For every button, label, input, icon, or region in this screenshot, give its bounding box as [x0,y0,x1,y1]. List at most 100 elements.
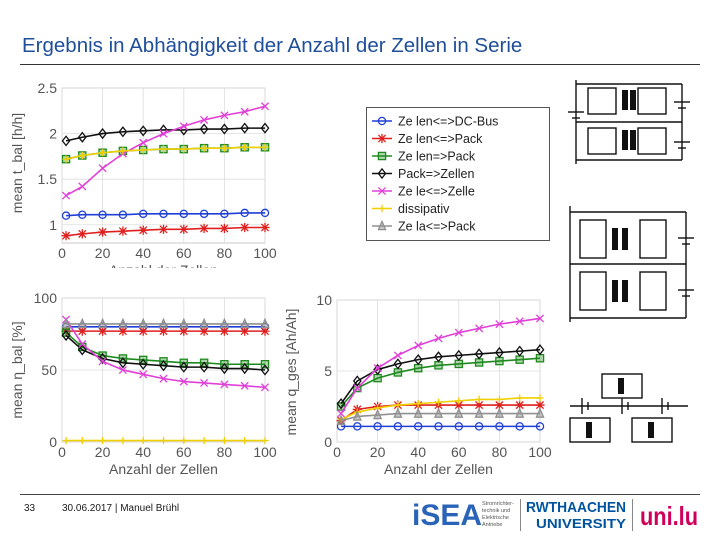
series-1 [61,326,270,336]
data-point [474,407,484,418]
data-point [138,225,148,235]
data-point [78,210,87,219]
data-point [220,111,229,120]
data-point [199,123,209,135]
data-point [78,340,87,349]
data-point [61,211,71,220]
data-point [535,422,545,431]
data-point [515,345,525,357]
data-point [220,436,228,445]
x-tick-label: 0 [58,245,66,261]
data-point [199,317,209,329]
x-tick-label: 40 [410,444,426,460]
data-point [494,346,504,359]
data-point [495,395,503,403]
legend-marker [377,116,387,126]
data-point [118,126,128,138]
data-point [219,326,229,336]
data-point [240,326,250,336]
circuit-diagram-bottom [569,373,688,443]
logo-separator-2 [632,499,633,531]
legend-label: Ze len<=>Pack [398,132,483,146]
data-point [179,122,188,131]
y-tick-label: 10 [316,292,332,308]
data-point [454,328,463,337]
isea-sub-1: Stromrichter- [482,501,514,507]
slide-number: 33 [24,503,36,514]
data-point [138,358,148,370]
data-point [159,124,168,136]
isea-logo: iSEA Stromrichter- technik und Elektrisc… [412,499,514,532]
x-axis-label: Anzahl der Zellen [384,461,493,477]
series-line [340,357,541,408]
data-point [159,360,168,372]
data-point [515,317,524,326]
circuit-diagram-middle [569,206,694,322]
data-point [474,358,484,367]
data-point [535,314,545,323]
legend-entry: Ze len=>Pack [372,150,476,164]
data-point [179,317,189,329]
data-point [353,422,362,431]
x-axis-label: Anzahl der Zellen [109,262,218,268]
y-tick-label: 2.5 [38,80,58,96]
data-point [179,224,189,234]
data-point [434,422,443,431]
data-point [61,329,71,342]
data-point [494,407,504,418]
data-point [455,397,463,405]
data-point [179,377,188,386]
data-point [138,326,148,336]
data-point [474,348,484,360]
data-point [414,400,422,408]
data-point [475,395,483,403]
series-4 [337,314,545,418]
data-point [353,383,362,393]
data-point [200,144,208,152]
data-point [373,408,383,420]
data-point [536,394,544,402]
data-point [179,326,189,336]
data-point [515,400,525,410]
y-tick-label: 5 [324,363,332,379]
x-tick-label: 40 [135,245,151,261]
x-axis-label: Anzahl der Zellen [109,461,218,477]
data-point [99,436,107,445]
data-point [78,182,87,191]
data-point [393,351,402,360]
legend-label: Ze len=>Pack [398,150,476,164]
isea-logo-text: iSEA [412,499,482,532]
data-point [474,422,484,431]
data-point [535,344,545,356]
data-point [61,317,71,329]
legend-marker [378,204,386,213]
title-divider [20,64,700,65]
data-point [535,407,545,418]
data-point [495,356,504,366]
data-point [139,146,147,154]
series-3 [336,344,545,410]
data-point [260,326,270,336]
series-0 [61,208,270,220]
data-point [199,361,209,373]
data-point [336,398,346,410]
data-point [535,353,545,363]
data-point [98,227,108,237]
legend-entry: Pack=>Zellen [372,167,474,181]
data-point [61,135,71,147]
isea-sub-4: Antriebe [482,522,503,528]
data-point [515,355,524,364]
data-point [138,209,148,219]
data-point [119,436,127,445]
data-point [495,422,504,431]
data-point [179,209,189,219]
data-point [454,359,464,369]
x-tick-label: 100 [253,444,277,460]
legend-label: Ze le<=>Zelle [398,185,475,199]
chart-total-charge: 0 20 40 60 80 100 0 5 10 Anzahl der Zellen mean q_… [283,292,552,477]
legend-label: Pack=>Zellen [398,167,474,181]
data-point [260,122,270,134]
x-tick-label: 60 [176,444,192,460]
data-point [77,131,87,143]
x-tick-label: 0 [58,444,66,460]
